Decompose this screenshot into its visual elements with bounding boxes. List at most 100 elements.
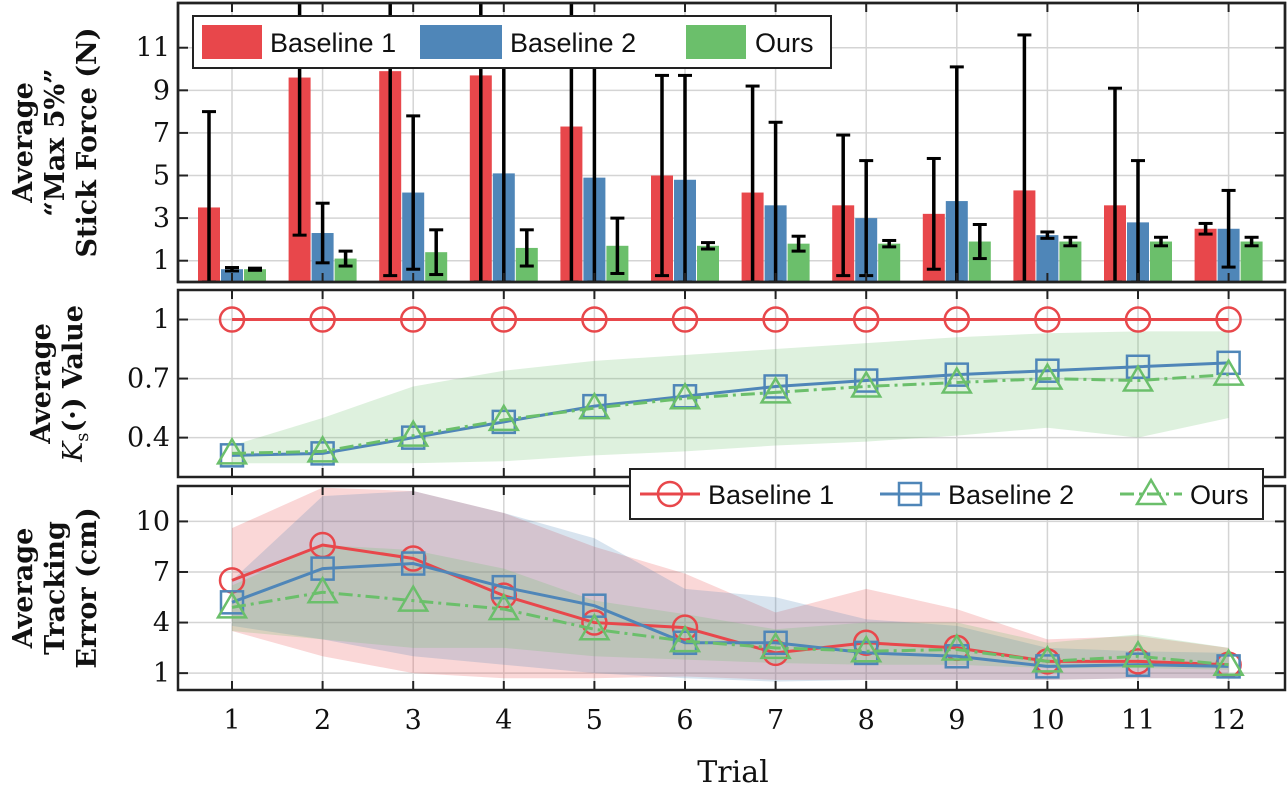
legend-label: Ours: [1190, 480, 1249, 510]
marker-circle: [671, 614, 699, 641]
band-group: [232, 331, 1229, 464]
marker-square: [1125, 652, 1151, 677]
marker-square: [1035, 358, 1060, 383]
marker-triangle: [487, 403, 520, 432]
x-tick-label: 7: [767, 705, 784, 736]
marker-triangle: [1212, 648, 1245, 676]
y-tick-label: 4: [153, 608, 170, 639]
marker-square: [219, 443, 245, 468]
y-tick-label: 1: [153, 658, 170, 689]
y-tick-label: 9: [153, 75, 170, 106]
marker-triangle: [850, 369, 883, 398]
marker-circle: [852, 306, 880, 333]
marker-triangle: [215, 590, 249, 619]
marker-triangle: [487, 592, 520, 621]
x-tick-label: 8: [858, 705, 875, 736]
y-axis-label: Tracking: [40, 521, 71, 655]
marker-triangle: [940, 633, 973, 661]
marker-triangle: [397, 419, 430, 447]
marker-circle: [1124, 306, 1152, 333]
marker-triangle: [1121, 364, 1155, 392]
x-tick-label: 11: [1121, 705, 1155, 736]
line-baseline-2: [231, 562, 1229, 668]
x-tick-label: 6: [676, 705, 693, 736]
legend-label: Baseline 1: [708, 480, 834, 510]
y-axis-label: Average: [8, 528, 39, 650]
marker-circle: [1215, 306, 1242, 333]
marker-triangle: [1031, 362, 1064, 390]
marker-triangle: [578, 612, 611, 641]
marker-square: [853, 640, 879, 666]
marker-circle: [1034, 306, 1061, 333]
x-tick-label: 9: [948, 705, 965, 736]
marker-circle: [943, 306, 971, 333]
marker-square: [491, 574, 517, 600]
legend-swatch: [420, 25, 502, 59]
marker-circle: [671, 306, 699, 333]
line-group: [215, 306, 1245, 468]
marker-triangle: [850, 634, 883, 663]
line-baseline-1: [231, 543, 1229, 667]
line-ours: [231, 373, 1229, 455]
y-axis-label-symbol: K: [58, 440, 89, 463]
marker-triangle: [578, 391, 611, 420]
bar-ours: [1240, 241, 1263, 282]
x-axis-label: Trial: [697, 755, 768, 786]
y-axis-label: Average: [26, 323, 57, 445]
marker-triangle: [1031, 644, 1064, 673]
y-axis-label: Error (cm): [72, 507, 103, 668]
band-layer: [232, 331, 1229, 682]
y-tick-label: 11: [136, 33, 170, 64]
x-tick-label: 4: [495, 705, 512, 736]
line-group: [215, 531, 1245, 679]
marker-square: [1216, 350, 1241, 376]
marker-circle: [490, 306, 518, 333]
marker-triangle: [215, 436, 249, 465]
y-axis-label: Ks(·) Value: [58, 305, 93, 463]
marker-triangle: [668, 624, 702, 653]
y-tick-label: 1: [153, 305, 170, 336]
marker-square: [400, 551, 426, 576]
band-ours: [232, 331, 1229, 464]
marker-square: [1216, 654, 1241, 679]
y-axis-label: Stick Force (N): [72, 28, 103, 258]
marker-square: [897, 481, 923, 507]
marker-triangle: [397, 584, 430, 612]
marker-square: [1125, 354, 1151, 380]
marker-square: [853, 368, 879, 393]
marker-triangle: [759, 375, 792, 404]
marker-triangle: [668, 381, 702, 410]
marker-triangle: [759, 631, 792, 660]
marker-triangle: [306, 434, 339, 463]
legend-layer: Baseline 1 Baseline 2 Ours Baseline 1 Baseli…: [192, 15, 1264, 520]
band-baseline-2: [232, 491, 1229, 682]
y-tick-label: 1: [153, 246, 170, 277]
legend-swatch: [686, 25, 746, 59]
bar-ours: [968, 241, 991, 282]
bar-group: [198, 3, 1263, 282]
x-tick-label: 10: [1030, 705, 1064, 736]
bar-baseline-1: [1194, 228, 1217, 282]
line-baseline-2: [231, 361, 1229, 457]
bar-ours: [334, 258, 357, 282]
band-ours: [232, 545, 1229, 670]
bar-ours: [787, 243, 810, 282]
marker-circle: [656, 480, 684, 508]
x-tick-label: 12: [1211, 705, 1245, 736]
bar-baseline-2: [1036, 235, 1059, 282]
line-ours: [231, 590, 1229, 667]
y-tick-label: 7: [153, 557, 170, 588]
x-tick-label: 5: [586, 705, 603, 736]
y-tick-label: 5: [153, 161, 170, 192]
x-tick-label: 1: [223, 705, 240, 736]
bar-ours: [878, 243, 901, 282]
marker-circle: [218, 306, 246, 333]
y-tick-label: 3: [153, 203, 170, 234]
y-tick-label: 0.7: [127, 364, 170, 395]
panel-frame: [176, 1, 1287, 284]
marker-circle: [762, 306, 789, 333]
y-axis-label: “Max 5%”: [40, 68, 71, 216]
marker-square: [310, 441, 335, 466]
x-tick-label: 3: [405, 705, 422, 736]
marker-square: [763, 374, 788, 399]
